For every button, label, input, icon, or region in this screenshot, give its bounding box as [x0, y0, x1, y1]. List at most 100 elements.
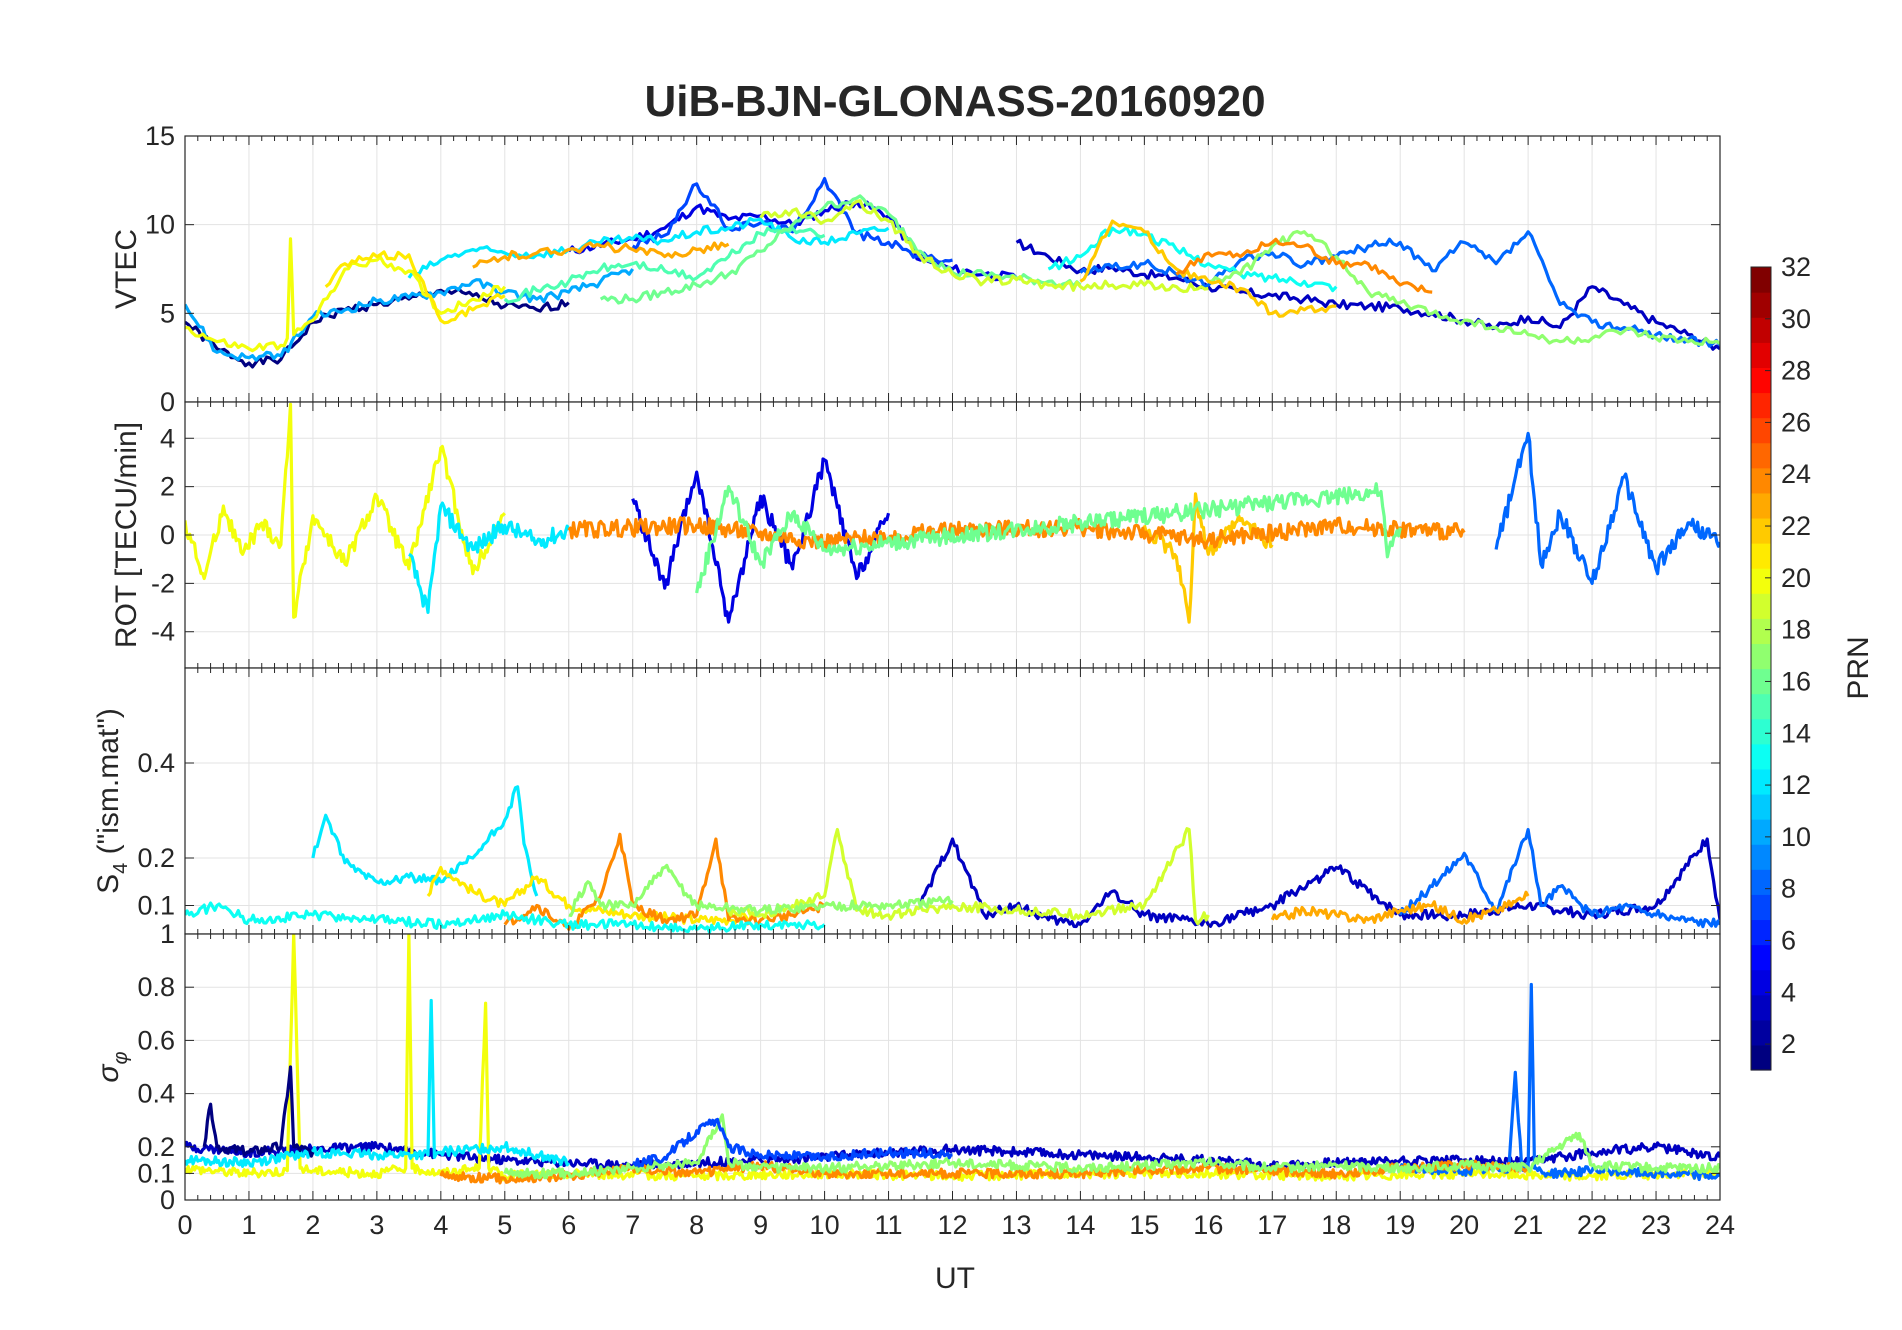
colorbar-tick-label: 20 — [1781, 563, 1811, 593]
series-line-prn-1 — [185, 287, 570, 369]
series-line-prn-24 — [1175, 237, 1433, 294]
y-tick-label: 1 — [160, 919, 175, 949]
colorbar-level — [1751, 543, 1771, 569]
colorbar-level — [1751, 568, 1771, 594]
colorbar-tick-label: 18 — [1781, 615, 1811, 645]
series-line-prn-12 — [408, 501, 571, 614]
colorbar-level — [1751, 969, 1771, 996]
colorbar-level — [1751, 668, 1771, 695]
series-line-prn-7 — [632, 1117, 953, 1168]
x-tick-label: 10 — [810, 1210, 840, 1240]
x-tick-label: 15 — [1129, 1210, 1159, 1240]
panel-vtec-ticks — [184, 135, 1721, 403]
colorbar-level — [1751, 919, 1771, 946]
panel-s4-grid — [184, 668, 1721, 934]
colorbar-level — [1751, 267, 1771, 293]
y-axis-label-sigma: σφ — [92, 1051, 132, 1082]
series-line-prn-7 — [631, 177, 953, 264]
colorbar-frame — [1750, 266, 1772, 1071]
y-tick-label: 2 — [160, 472, 175, 502]
colorbar-level — [1751, 317, 1771, 343]
colorbar-level — [1751, 467, 1771, 494]
colorbar-label: PRN — [1842, 636, 1875, 699]
series-line-prn-12 — [185, 998, 571, 1168]
y-axis-label-s4: S4 ("ism.mat") — [92, 708, 132, 894]
x-tick-label: 0 — [177, 1210, 192, 1240]
y-tick-label: 0.4 — [137, 748, 175, 778]
y-tick-label: 0 — [160, 1185, 175, 1215]
colorbar-tick-label: 8 — [1781, 874, 1796, 904]
series-line-prn-23 — [1270, 890, 1530, 925]
x-tick-label: 20 — [1449, 1210, 1479, 1240]
colorbar-tick-label: 6 — [1781, 925, 1796, 955]
panel-rot-ticks — [184, 402, 1721, 668]
y-tick-label: 0 — [160, 387, 175, 417]
colorbar-level — [1751, 869, 1771, 895]
panel-rot: -4 -2 0 2 4 ROT [TECU/min] — [110, 401, 1721, 669]
y-tick-label: 0.1 — [137, 1158, 175, 1188]
x-tick-label: 24 — [1705, 1210, 1735, 1240]
colorbar-level — [1751, 768, 1771, 795]
series-line-prn-20 — [185, 402, 506, 619]
x-tick-label: 7 — [625, 1210, 640, 1240]
series-line-prn-17 — [568, 863, 954, 918]
colorbar-tick-label: 28 — [1781, 356, 1811, 386]
x-tick-label: 3 — [369, 1210, 384, 1240]
chart-title: UiB-BJN-GLONASS-20160920 — [644, 77, 1265, 126]
series-line-prn-12 — [311, 785, 539, 897]
colorbar-level — [1751, 944, 1771, 971]
panel-s4-series — [185, 785, 1720, 934]
colorbar-tick-label: 14 — [1781, 718, 1811, 748]
y-tick-label: 5 — [160, 298, 175, 328]
y-axis-label-rot: ROT [TECU/min] — [110, 422, 143, 648]
series-line-prn-1 — [202, 1065, 315, 1158]
x-tick-label: 17 — [1257, 1210, 1287, 1240]
series-line-prn-8 — [1494, 431, 1720, 585]
colorbar-tick-label: 24 — [1781, 459, 1811, 489]
x-axis-label: UT — [935, 1262, 975, 1295]
colorbar-level — [1751, 292, 1771, 318]
colorbar-level — [1751, 793, 1771, 820]
colorbar-level — [1751, 342, 1771, 368]
panel-vtec: 0 5 10 15 VTEC — [110, 121, 1721, 417]
x-tick-label: 8 — [689, 1210, 704, 1240]
y-tick-label: 15 — [145, 121, 175, 151]
colorbar-level — [1751, 1044, 1771, 1071]
colorbar-level — [1751, 618, 1771, 645]
colorbar-tick-label: 30 — [1781, 304, 1811, 334]
x-tick-label: 6 — [561, 1210, 576, 1240]
panel-vtec-series — [185, 177, 1720, 369]
panel-rot-series — [185, 402, 1720, 624]
colorbar-level — [1751, 442, 1771, 469]
x-tick-label: 22 — [1577, 1210, 1607, 1240]
series-line-prn-10 — [185, 268, 635, 362]
panel-sigma-series — [185, 934, 1720, 1185]
colorbar-level — [1751, 844, 1771, 870]
y-axis-label-vtec: VTEC — [110, 229, 143, 309]
y-tick-label: -2 — [151, 568, 175, 598]
colorbar-level — [1751, 492, 1771, 519]
y-tick-label: 0 — [160, 520, 175, 550]
colorbar-tick-label: 32 — [1781, 252, 1811, 282]
x-tick-label: 5 — [497, 1210, 512, 1240]
colorbar-tick-label: 4 — [1781, 977, 1796, 1007]
y-tick-label: 4 — [160, 423, 175, 453]
series-line-prn-21 — [324, 250, 506, 325]
series-line-prn-20 — [185, 237, 507, 353]
colorbar-level — [1751, 819, 1771, 845]
series-line-prn-12 — [407, 216, 890, 279]
y-tick-label: -4 — [151, 617, 175, 647]
y-tick-label: 0.6 — [137, 1025, 175, 1055]
panel-sigma: 00.10.2 0.4 0.6 0.8 1 σφ — [92, 919, 1721, 1215]
colorbar-level — [1751, 367, 1771, 394]
colorbar-level — [1751, 417, 1771, 444]
colorbar-level — [1751, 392, 1771, 419]
colorbar-tick-label: 2 — [1781, 1029, 1796, 1059]
series-line-prn-17 — [503, 1113, 1720, 1180]
x-tick-label: 13 — [1001, 1210, 1031, 1240]
y-tick-label: 0.2 — [137, 1132, 175, 1162]
x-tick-label: 12 — [937, 1210, 967, 1240]
